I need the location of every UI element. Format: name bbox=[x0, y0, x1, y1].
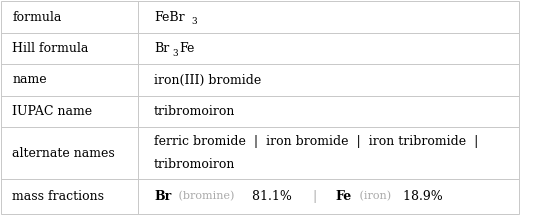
Text: 3: 3 bbox=[173, 49, 178, 58]
Text: 18.9%: 18.9% bbox=[399, 190, 442, 203]
Text: Fe: Fe bbox=[336, 190, 352, 203]
Text: alternate names: alternate names bbox=[13, 147, 115, 160]
Text: Br: Br bbox=[154, 42, 169, 55]
Text: tribromoiron: tribromoiron bbox=[154, 105, 235, 118]
Text: ferric bromide  |  iron bromide  |  iron tribromide  |: ferric bromide | iron bromide | iron tri… bbox=[154, 135, 478, 148]
Text: 3: 3 bbox=[192, 17, 197, 26]
Text: mass fractions: mass fractions bbox=[13, 190, 104, 203]
Text: Fe: Fe bbox=[180, 42, 195, 55]
Text: IUPAC name: IUPAC name bbox=[13, 105, 92, 118]
Text: 81.1%: 81.1% bbox=[247, 190, 292, 203]
Text: (bromine): (bromine) bbox=[175, 191, 234, 201]
Text: Br: Br bbox=[154, 190, 171, 203]
Text: tribromoiron: tribromoiron bbox=[154, 158, 235, 171]
Text: name: name bbox=[13, 74, 47, 86]
Text: formula: formula bbox=[13, 11, 62, 24]
Text: (iron): (iron) bbox=[355, 191, 391, 201]
Text: FeBr: FeBr bbox=[154, 11, 185, 24]
Text: Hill formula: Hill formula bbox=[13, 42, 89, 55]
Text: iron(III) bromide: iron(III) bromide bbox=[154, 74, 261, 86]
Text: |: | bbox=[301, 190, 329, 203]
